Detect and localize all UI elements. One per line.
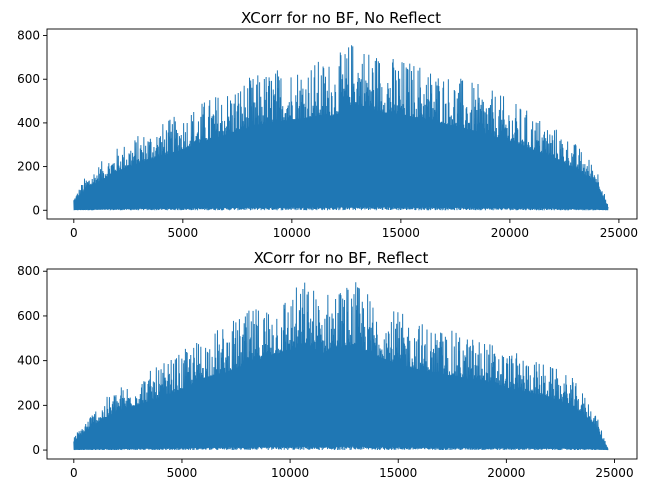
y-tick-label: 400 xyxy=(17,354,40,368)
x-tick-label: 25000 xyxy=(600,226,638,240)
y-tick-label: 800 xyxy=(17,29,40,43)
y-tick-label: 200 xyxy=(17,398,40,412)
axes-frame-top xyxy=(46,28,638,220)
x-tick-label: 20000 xyxy=(491,226,529,240)
x-tick-label: 15000 xyxy=(382,226,420,240)
y-tick-label: 0 xyxy=(32,203,40,217)
y-tick-label: 600 xyxy=(17,309,40,323)
x-tick-label: 10000 xyxy=(273,226,311,240)
y-tick-label: 800 xyxy=(17,264,40,278)
axes-frame-bottom xyxy=(46,268,638,460)
y-tick-label: 600 xyxy=(17,72,40,86)
x-tick-label: 15000 xyxy=(379,466,417,480)
series-line-top xyxy=(73,45,609,211)
series-line-bottom xyxy=(73,282,609,451)
x-tick-label: 10000 xyxy=(271,466,309,480)
axes-ticks-top: 0 5000 10000 15000 20000 25000 0 200 400 600 800 xyxy=(17,29,638,240)
x-tick-label: 20000 xyxy=(487,466,525,480)
x-tick-label: 0 xyxy=(70,226,78,240)
x-tick-label: 5000 xyxy=(168,226,199,240)
series-area-bottom xyxy=(73,282,609,451)
subplot-top: XCorr for no BF, No Reflect 0 5000 10000 15… xyxy=(17,9,638,240)
y-tick-label: 0 xyxy=(32,443,40,457)
series-area-top xyxy=(73,45,609,211)
subplot-bottom: XCorr for no BF, Reflect 0 5000 10000 15000… xyxy=(17,249,638,480)
x-tick-label: 0 xyxy=(70,466,78,480)
axes-ticks-bottom: 0 5000 10000 15000 20000 25000 0 200 400 600 800 xyxy=(17,264,634,480)
chart-title-bottom: XCorr for no BF, Reflect xyxy=(254,249,429,267)
x-tick-label: 25000 xyxy=(595,466,633,480)
y-tick-label: 400 xyxy=(17,116,40,130)
y-tick-label: 200 xyxy=(17,160,40,174)
chart-title-top: XCorr for no BF, No Reflect xyxy=(241,9,441,27)
x-tick-label: 5000 xyxy=(167,466,198,480)
